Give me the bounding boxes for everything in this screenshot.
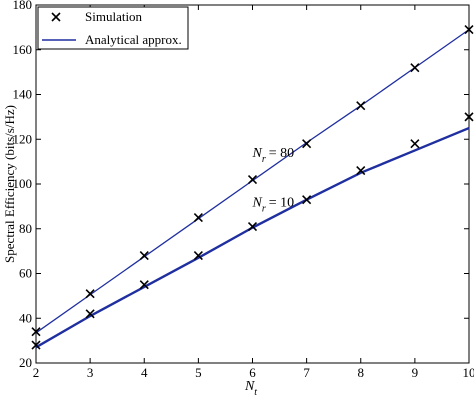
simulation-marker (356, 166, 366, 176)
axis-ticks: 2 3 4 5 6 7 8 9 10 20 40 60 80 100 120 140 160 180 (13, 0, 474, 380)
simulation-marker (302, 139, 312, 149)
x-tick-label: 8 (358, 365, 365, 380)
simulation-marker (247, 221, 258, 232)
y-tick-label: 120 (13, 131, 33, 146)
simulation-marker (247, 174, 258, 185)
y-tick-label: 180 (13, 0, 33, 12)
legend-label-simulation: Simulation (85, 9, 143, 24)
x-tick-label: 3 (87, 365, 94, 380)
x-tick-label: 9 (412, 365, 419, 380)
curve-annotations: Nr = 80 Nr = 10 (252, 146, 295, 214)
x-tick-label: 7 (303, 365, 310, 380)
y-tick-label: 140 (13, 87, 33, 102)
legend: Simulation Analytical approx. (37, 6, 189, 50)
x-axis-label-sub: t (254, 387, 257, 398)
y-tick-label: 100 (13, 176, 33, 191)
x-axis-label: Nt (244, 379, 257, 398)
y-tick-label: 20 (19, 355, 32, 370)
simulation-marker (139, 280, 149, 290)
x-tick-label: 2 (33, 365, 40, 380)
simulation-marker (139, 251, 149, 261)
simulation-marker (31, 340, 41, 350)
legend-marker-x (51, 12, 61, 22)
y-tick-label: 60 (19, 266, 32, 281)
simulation-marker (193, 212, 203, 223)
simulation-marker (85, 309, 95, 319)
x-tick-label: 4 (141, 365, 148, 380)
simulation-marker (85, 289, 95, 299)
y-tick-label: 160 (13, 42, 33, 57)
simulation-markers (31, 25, 474, 350)
x-tick-label: 10 (463, 365, 474, 380)
simulation-marker (464, 112, 474, 122)
y-tick-label: 40 (19, 310, 32, 325)
legend-box (37, 6, 189, 50)
legend-label-analytical: Analytical approx. (85, 32, 182, 47)
simulation-marker (410, 63, 420, 73)
annotation-nr10: Nr = 10 (252, 195, 295, 214)
y-axis-label: Spectral Efficiency (bits/s/Hz) (2, 105, 17, 263)
simulation-marker (410, 139, 420, 149)
x-tick-label: 6 (249, 365, 256, 380)
simulation-marker (31, 327, 41, 337)
plot-area (35, 4, 470, 364)
simulation-marker (356, 101, 366, 111)
x-tick-label: 5 (195, 365, 202, 380)
y-tick-label: 80 (19, 221, 32, 236)
simulation-marker (193, 251, 203, 261)
annotation-nr80: Nr = 80 (252, 146, 295, 165)
simulation-marker (302, 195, 312, 205)
simulation-marker (464, 25, 474, 35)
